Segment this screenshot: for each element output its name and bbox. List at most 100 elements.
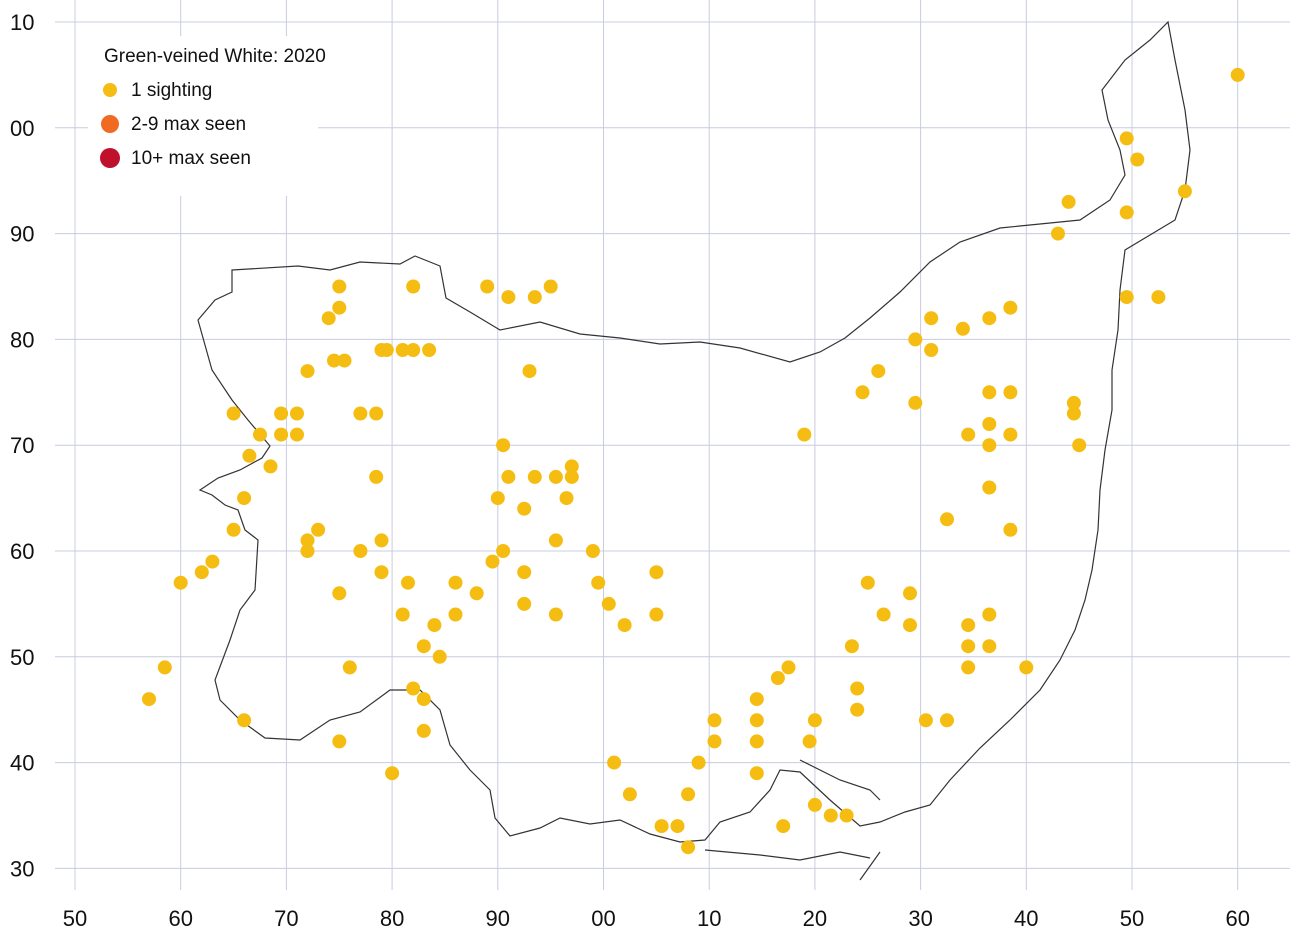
sighting-dot — [1230, 67, 1245, 82]
x-tick-label: 70 — [274, 906, 298, 931]
sighting-dot — [1119, 290, 1134, 305]
sighting-dot — [654, 819, 669, 834]
sighting-dot — [406, 279, 421, 294]
sighting-dot — [940, 713, 954, 728]
sighting-dot — [961, 660, 976, 675]
sighting-dot — [802, 734, 817, 749]
sighting-dot — [1003, 427, 1018, 442]
sighting-dot — [527, 290, 542, 305]
sighting-dot — [395, 607, 410, 622]
sighting-dot — [353, 544, 368, 558]
sighting-dot — [707, 713, 722, 728]
sighting-dot — [385, 766, 400, 781]
sighting-dot — [327, 353, 341, 368]
sighting-dot — [871, 364, 886, 379]
sighting-dot — [242, 448, 257, 463]
y-tick-label: 30 — [10, 856, 34, 881]
sighting-dot — [1051, 226, 1065, 241]
y-tick-label: 80 — [10, 327, 34, 352]
sighting-dot — [749, 734, 764, 749]
legend-label: 1 sighting — [131, 80, 212, 101]
legend: Green-veined White: 2020 1 sighting 2-9 m… — [88, 36, 326, 196]
sighting-dot — [406, 343, 421, 357]
sighting-dot — [432, 649, 447, 664]
sighting-dot — [353, 406, 368, 421]
y-tick-label: 40 — [10, 751, 34, 776]
sighting-dot — [681, 787, 696, 802]
sighting-dot — [406, 681, 421, 696]
y-tick-label: 60 — [10, 539, 34, 564]
sighting-dot — [670, 819, 685, 834]
x-tick-label: 30 — [908, 906, 932, 931]
sighting-dot — [982, 438, 997, 453]
sighting-dot — [337, 353, 352, 368]
sighting-dot — [300, 364, 315, 379]
sighting-dot — [924, 343, 939, 357]
sighting-dot — [649, 565, 664, 580]
sighting-dot — [416, 692, 431, 707]
sighting-dot — [607, 755, 622, 770]
sighting-dot — [1066, 406, 1081, 421]
sighting-dot — [961, 618, 976, 633]
y-tick-label: 90 — [10, 222, 34, 247]
sighting-dot — [274, 427, 289, 442]
sighting-dot — [290, 427, 304, 442]
sighting-dot — [1003, 522, 1018, 537]
y-tick-label: 70 — [10, 433, 34, 458]
sighting-dot — [194, 565, 209, 580]
sighting-dot — [311, 522, 326, 537]
sighting-dot — [591, 575, 606, 590]
county-boundary — [197, 20, 1191, 843]
y-tick-label: 10 — [10, 10, 34, 35]
sighting-dot — [918, 713, 933, 728]
legend-background — [88, 36, 318, 196]
sighting-dot — [982, 480, 997, 495]
sighting-dot — [1130, 152, 1145, 167]
sighting-dot — [205, 554, 220, 569]
sighting-dot — [321, 311, 336, 326]
sighting-dot — [427, 618, 442, 633]
sighting-dot — [1061, 194, 1076, 209]
sighting-dot — [1119, 131, 1134, 146]
sighting-dot — [401, 575, 415, 590]
sighting-dot — [480, 279, 495, 294]
sighting-dot — [770, 671, 785, 685]
legend-swatch — [103, 83, 117, 97]
sighting-dot — [290, 406, 304, 421]
sighting-dot — [548, 607, 563, 622]
sighting-dot — [681, 840, 696, 855]
sighting-dot — [517, 596, 532, 611]
sighting-dot — [1177, 184, 1192, 199]
sighting-dot — [850, 702, 865, 717]
sighting-dots — [142, 67, 1245, 855]
sighting-dot — [157, 660, 172, 675]
sighting-dot — [379, 343, 394, 357]
sighting-dot — [564, 459, 579, 474]
sighting-dot — [1151, 290, 1166, 305]
sighting-dot — [469, 586, 484, 601]
sighting-dot — [649, 607, 664, 622]
county-outline — [197, 20, 1191, 881]
sighting-dot — [776, 819, 791, 834]
x-tick-label: 40 — [1014, 906, 1038, 931]
legend-swatch — [100, 148, 120, 168]
x-tick-label: 50 — [63, 906, 87, 931]
sighting-dot — [416, 723, 431, 738]
sighting-dot — [1003, 300, 1018, 315]
sighting-dot — [903, 618, 917, 633]
sighting-dot — [1019, 660, 1034, 675]
sighting-dot — [263, 459, 278, 474]
sighting-dot — [501, 290, 516, 305]
sighting-dot — [1119, 205, 1134, 220]
sighting-dot — [982, 639, 997, 654]
sighting-dot — [173, 575, 188, 590]
sighting-dot — [496, 544, 511, 558]
sighting-dot — [617, 618, 632, 633]
sighting-dot — [543, 279, 558, 294]
sighting-dot — [839, 808, 854, 823]
sighting-dot — [807, 713, 822, 728]
sighting-dot — [924, 311, 939, 326]
x-tick-label: 10 — [697, 906, 721, 931]
sighting-dot — [253, 427, 267, 442]
sighting-dot — [908, 395, 923, 410]
